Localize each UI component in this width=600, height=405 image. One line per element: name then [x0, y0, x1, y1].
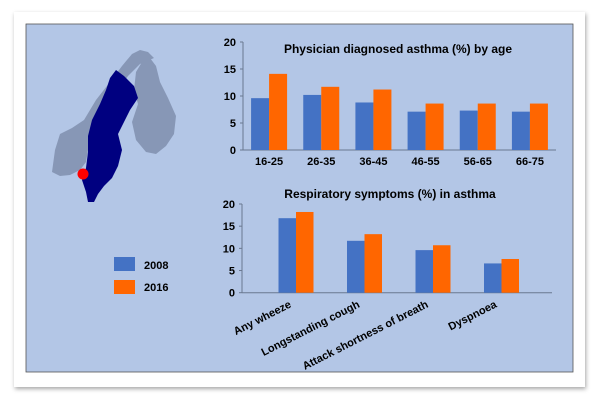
bar-2008-4 [459, 110, 478, 150]
bar-2008-2 [355, 102, 374, 150]
legend-label-2008: 2008 [144, 260, 168, 272]
legend: 2008 2016 [114, 257, 168, 294]
bar-2016-0 [296, 211, 314, 293]
bar-2008-5 [511, 111, 530, 150]
y-tick-label: 15 [224, 64, 236, 76]
bar-2016-4 [477, 103, 496, 150]
bar-2008-3 [407, 111, 426, 150]
bar-2016-5 [529, 103, 548, 150]
y-tick-label: 15 [223, 221, 235, 233]
legend-swatch-2016 [114, 280, 135, 294]
bar-2008-1 [347, 240, 365, 293]
y-tick-label: 20 [223, 199, 235, 211]
finland-shape [132, 58, 176, 154]
y-tick-label: 5 [229, 266, 235, 278]
bar-2016-0 [269, 73, 288, 150]
y-tick-label: 20 [224, 37, 236, 49]
chart-title: Respiratory symptoms (%) in asthma [284, 187, 496, 201]
legend-swatch-2008 [114, 257, 135, 271]
bar-2016-3 [501, 258, 519, 293]
y-tick-label: 10 [223, 243, 235, 255]
y-tick-label: 5 [230, 118, 236, 130]
scandinavia-map [52, 50, 176, 202]
bar-2008-0 [251, 98, 270, 150]
sweden-shape [82, 70, 138, 202]
chart-asthma-by-age: Physician diagnosed asthma (%) by age 0 5… [224, 37, 556, 168]
bar-2008-0 [278, 218, 296, 293]
x-tick-label: 46-55 [412, 156, 440, 168]
bar-2016-2 [373, 89, 392, 150]
bar-2016-1 [364, 234, 382, 293]
bar-2008-1 [303, 94, 322, 150]
bar-2016-3 [425, 103, 444, 150]
y-tick-label: 10 [224, 91, 236, 103]
bar-2008-3 [484, 263, 502, 293]
bar-2016-1 [321, 86, 340, 150]
chart-title: Physician diagnosed asthma (%) by age [284, 42, 512, 56]
bar-2016-2 [433, 245, 451, 293]
x-tick-label: 56-65 [464, 156, 492, 168]
x-tick-label: 26-35 [307, 156, 335, 168]
legend-label-2016: 2016 [144, 282, 168, 294]
x-tick-label: 36-45 [359, 156, 387, 168]
y-tick-label: 0 [230, 145, 236, 157]
location-marker [77, 168, 89, 180]
bar-2008-2 [415, 250, 433, 293]
x-tick-label: 16-25 [255, 156, 283, 168]
y-tick-label: 0 [229, 288, 235, 300]
x-tick-label: 66-75 [516, 156, 544, 168]
